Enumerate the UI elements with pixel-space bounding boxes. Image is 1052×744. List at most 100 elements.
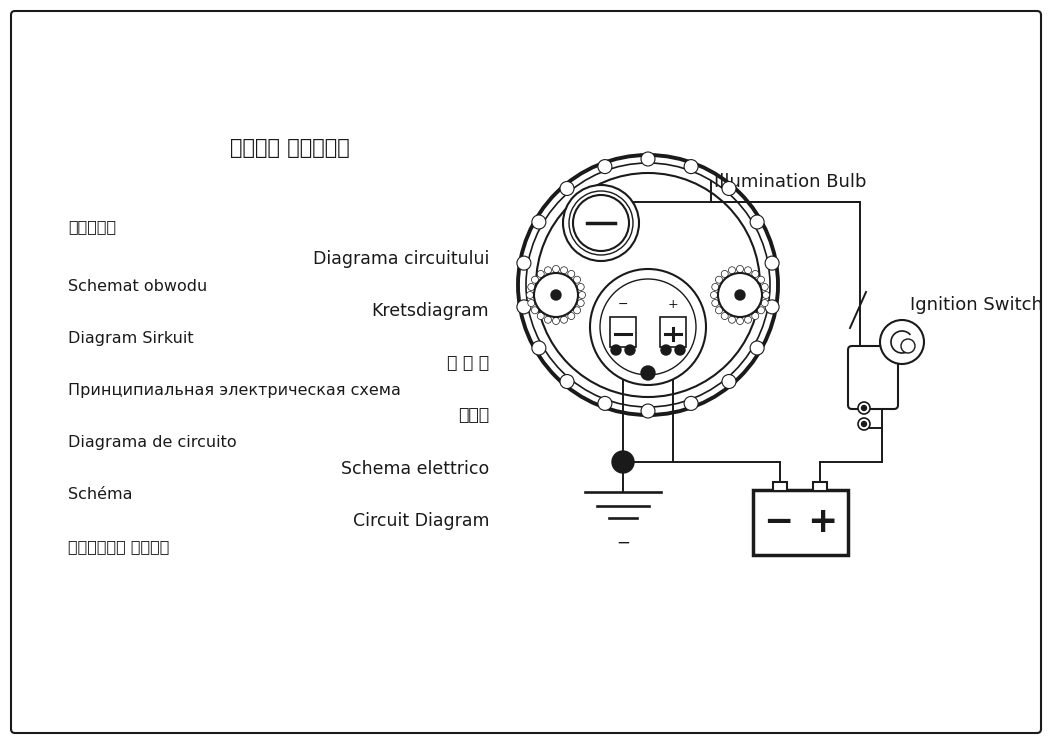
Circle shape (745, 316, 751, 323)
Circle shape (715, 276, 723, 283)
Circle shape (552, 318, 560, 324)
Text: Kretsdiagram: Kretsdiagram (371, 302, 489, 320)
Circle shape (531, 276, 539, 283)
Text: Diagram Sirkuit: Diagram Sirkuit (68, 331, 194, 346)
Circle shape (736, 266, 744, 272)
Circle shape (537, 173, 760, 397)
Circle shape (752, 312, 758, 319)
Circle shape (578, 300, 584, 307)
Circle shape (762, 283, 768, 290)
Circle shape (722, 182, 736, 196)
Circle shape (578, 283, 584, 290)
Circle shape (735, 290, 745, 300)
Circle shape (719, 273, 762, 317)
Circle shape (763, 292, 769, 298)
Text: +: + (807, 505, 837, 539)
Circle shape (858, 402, 870, 414)
Circle shape (722, 312, 728, 319)
Circle shape (757, 307, 765, 314)
Circle shape (765, 256, 780, 270)
Text: 회 로 도: 회 로 도 (447, 354, 489, 372)
Circle shape (517, 256, 531, 270)
Circle shape (752, 271, 758, 278)
Circle shape (517, 300, 531, 314)
Circle shape (728, 316, 735, 323)
Circle shape (538, 271, 544, 278)
Text: Illumination Bulb: Illumination Bulb (714, 173, 867, 191)
Circle shape (862, 405, 867, 411)
Text: Diagrama circuitului: Diagrama circuitului (312, 250, 489, 268)
Text: Schemat obwodu: Schemat obwodu (68, 279, 207, 294)
Circle shape (528, 283, 534, 290)
Circle shape (762, 300, 768, 307)
Circle shape (561, 316, 567, 323)
Circle shape (561, 267, 567, 274)
Circle shape (598, 160, 612, 173)
Bar (610, 317, 636, 347)
Text: 回路図: 回路図 (458, 406, 489, 424)
Circle shape (862, 422, 867, 426)
Circle shape (573, 307, 581, 314)
Circle shape (551, 290, 561, 300)
Bar (773, 482, 787, 491)
Circle shape (538, 312, 544, 319)
Circle shape (526, 292, 533, 298)
FancyBboxPatch shape (848, 346, 898, 409)
Circle shape (560, 374, 574, 388)
Circle shape (568, 312, 574, 319)
Circle shape (532, 215, 546, 229)
Circle shape (641, 366, 655, 380)
Text: −: − (616, 534, 630, 552)
Circle shape (728, 267, 735, 274)
Text: सर्किट आरेख: सर्किट आरेख (68, 539, 169, 554)
Circle shape (712, 300, 719, 307)
Circle shape (750, 341, 764, 355)
Text: 電路原理圖: 電路原理圖 (68, 219, 117, 234)
Circle shape (710, 292, 717, 298)
Circle shape (573, 276, 581, 283)
Circle shape (545, 267, 551, 274)
Text: Принципиальная электрическая схема: Принципиальная электрическая схема (68, 383, 401, 398)
Circle shape (715, 307, 723, 314)
Circle shape (600, 279, 696, 375)
Circle shape (722, 271, 728, 278)
Text: Ignition Switch: Ignition Switch (910, 296, 1043, 314)
Circle shape (684, 160, 699, 173)
Circle shape (712, 283, 719, 290)
Circle shape (750, 215, 764, 229)
Text: Circuit Diagram: Circuit Diagram (352, 512, 489, 530)
Circle shape (518, 155, 778, 415)
Bar (813, 482, 827, 491)
Circle shape (745, 267, 751, 274)
Circle shape (526, 163, 770, 407)
Circle shape (765, 300, 780, 314)
Circle shape (881, 320, 924, 364)
Circle shape (858, 418, 870, 430)
Text: सरकट चित्र: सरकट चित्र (230, 138, 350, 158)
Circle shape (675, 345, 685, 355)
Circle shape (901, 339, 915, 353)
Circle shape (534, 273, 578, 317)
Circle shape (568, 271, 574, 278)
Circle shape (560, 182, 574, 196)
Circle shape (545, 316, 551, 323)
Circle shape (528, 300, 534, 307)
Circle shape (612, 451, 634, 473)
Circle shape (611, 345, 621, 355)
Circle shape (684, 397, 699, 411)
Circle shape (563, 185, 639, 261)
Circle shape (531, 307, 539, 314)
Circle shape (736, 318, 744, 324)
Text: −: − (763, 505, 793, 539)
Text: +: + (668, 298, 679, 310)
Circle shape (552, 266, 560, 272)
Circle shape (573, 195, 629, 251)
Circle shape (757, 276, 765, 283)
Circle shape (641, 152, 655, 166)
Circle shape (598, 397, 612, 411)
Circle shape (532, 341, 546, 355)
Circle shape (579, 292, 586, 298)
Circle shape (641, 404, 655, 418)
Text: Schéma: Schéma (68, 487, 133, 502)
Bar (660, 317, 686, 347)
